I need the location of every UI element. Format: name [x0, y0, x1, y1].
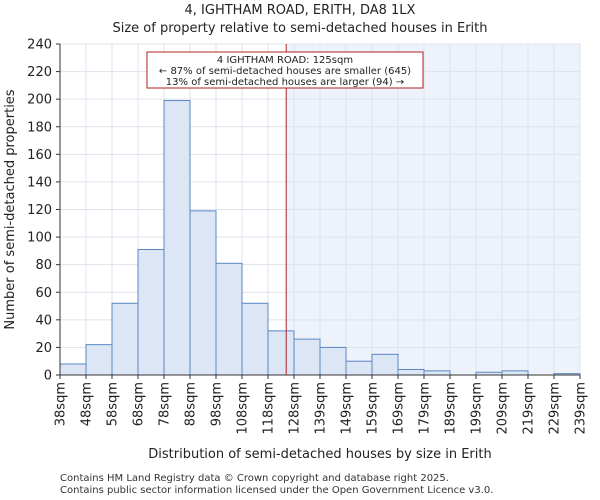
y-tick-label: 140: [27, 175, 52, 190]
histogram-bar: [397, 368, 425, 376]
x-tick-label: 68sqm: [132, 382, 147, 426]
histogram-bar: [423, 370, 451, 376]
histogram-bar: [163, 100, 191, 376]
histogram-bar: [59, 363, 87, 376]
y-tick-label: 160: [27, 148, 52, 163]
x-tick-label: 149sqm: [340, 382, 355, 435]
histogram-bar: [501, 370, 529, 376]
x-tick-label: 98sqm: [210, 382, 225, 426]
chart-title-address: 4, IGHTHAM ROAD, ERITH, DA8 1LX: [184, 3, 416, 18]
x-tick-label: 128sqm: [288, 382, 303, 435]
histogram-bar: [241, 302, 269, 376]
histogram-bar: [319, 346, 347, 376]
x-tick-label: 159sqm: [366, 382, 381, 435]
x-axis-title: Distribution of semi-detached houses by …: [148, 447, 491, 462]
x-tick-label: 48sqm: [80, 382, 95, 426]
x-tick-label: 199sqm: [470, 382, 485, 435]
histogram-bar: [137, 248, 165, 376]
footer-copyright: Contains HM Land Registry data © Crown c…: [60, 473, 449, 484]
y-tick-label: 120: [27, 203, 52, 218]
annotation-box: [146, 51, 424, 89]
annotation-larger: 13% of semi-detached houses are larger (…: [166, 77, 404, 88]
x-tick-label: 229sqm: [548, 382, 563, 435]
x-tick-label: 108sqm: [236, 382, 251, 435]
y-tick-label: 100: [27, 231, 52, 246]
y-tick-label: 240: [27, 38, 52, 53]
x-tick-label: 179sqm: [418, 382, 433, 435]
y-tick-label: 80: [35, 258, 52, 273]
x-tick-label: 189sqm: [444, 382, 459, 435]
histogram-bar: [293, 338, 321, 376]
annotation-title: 4 IGHTHAM ROAD: 125sqm: [217, 55, 353, 66]
chart-title: Size of property relative to semi-detach…: [112, 21, 488, 36]
histogram-bar: [345, 360, 373, 376]
histogram-bar: [371, 353, 399, 376]
y-tick-label: 180: [27, 120, 52, 135]
histogram-bar: [215, 262, 243, 376]
y-tick-label: 200: [27, 93, 52, 108]
y-tick-label: 20: [35, 341, 52, 356]
x-tick-label: 88sqm: [184, 382, 199, 426]
x-tick-label: 118sqm: [262, 382, 277, 435]
x-tick-label: 169sqm: [392, 382, 407, 435]
y-axis-title: Number of semi-detached properties: [3, 89, 18, 329]
annotation-smaller: ← 87% of semi-detached houses are smalle…: [159, 66, 411, 77]
histogram-bar: [111, 302, 139, 376]
x-tick-label: 239sqm: [574, 382, 589, 435]
histogram-bar: [267, 330, 295, 376]
x-tick-label: 139sqm: [314, 382, 329, 435]
x-tick-label: 58sqm: [106, 382, 121, 426]
y-tick-label: 60: [35, 286, 52, 301]
x-tick-label: 38sqm: [54, 382, 69, 426]
footer-licence: Contains public sector information licen…: [60, 485, 494, 496]
y-tick-label: 0: [44, 369, 52, 384]
y-tick-label: 40: [35, 313, 52, 328]
x-tick-label: 78sqm: [158, 382, 173, 426]
histogram-bar: [189, 210, 217, 376]
x-tick-label: 219sqm: [522, 382, 537, 435]
x-tick-label: 209sqm: [496, 382, 511, 435]
y-tick-label: 220: [27, 65, 52, 80]
histogram-bar: [85, 344, 113, 376]
